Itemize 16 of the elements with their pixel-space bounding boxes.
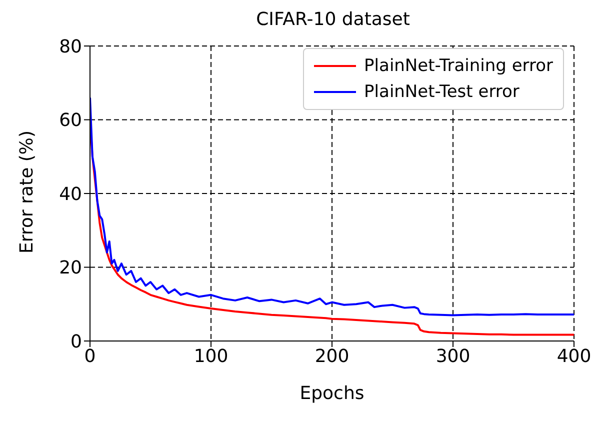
legend-label: PlainNet-Test error [364, 81, 520, 104]
x-tick-label: 400 [556, 346, 592, 367]
x-axis-title: Epochs [300, 383, 364, 404]
y-tick-label: 20 [59, 258, 82, 279]
chart-title: CIFAR-10 dataset [255, 8, 411, 32]
y-tick-label: 0 [70, 331, 82, 352]
y-tick-label: 40 [59, 184, 82, 205]
x-tick-label: 300 [436, 346, 470, 367]
legend-label: PlainNet-Training error [364, 55, 553, 78]
y-axis-title: Error rate (%) [16, 130, 38, 254]
line-series [90, 96, 574, 316]
y-tick-label: 60 [59, 110, 82, 132]
x-tick-label: 100 [194, 346, 228, 367]
y-tick-label: 80 [59, 36, 82, 58]
x-tick-label: 0 [84, 346, 96, 367]
x-tick-label: 200 [314, 346, 350, 367]
